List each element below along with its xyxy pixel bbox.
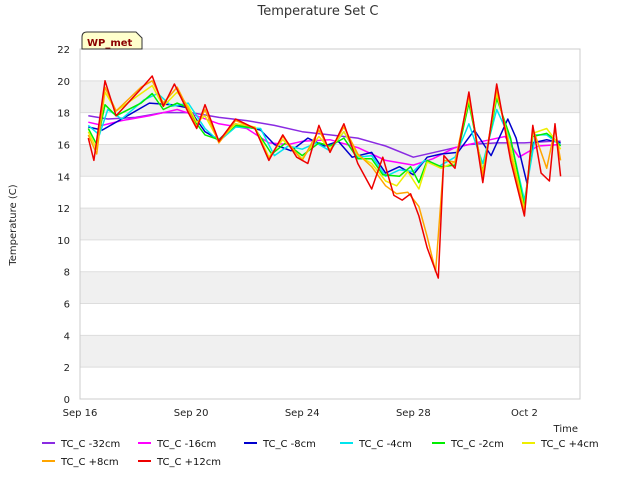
legend-label: TC_C -4cm bbox=[358, 439, 412, 450]
y-tick-label: 14 bbox=[57, 172, 70, 183]
legend-label: TC_C -8cm bbox=[262, 439, 316, 450]
legend-label: TC_C +12cm bbox=[156, 457, 221, 468]
y-axis-label: Temperature (C) bbox=[8, 184, 19, 266]
legend-label: TC_C +8cm bbox=[60, 457, 119, 468]
series-line-tc-c-12cm bbox=[87, 75, 562, 279]
legend-item: TC_C +8cm bbox=[42, 457, 119, 468]
legend-item: TC_C -8cm bbox=[244, 439, 316, 450]
y-tick-label: 22 bbox=[57, 45, 70, 56]
grid-band bbox=[80, 208, 580, 240]
x-tick-label: Sep 16 bbox=[63, 408, 98, 419]
y-tick-label: 16 bbox=[57, 140, 70, 151]
x-axis-label: Time bbox=[553, 424, 578, 435]
legend-label: TC_C -2cm bbox=[450, 439, 504, 450]
series-lines bbox=[87, 75, 562, 279]
badge-label: WP_met bbox=[87, 38, 133, 49]
grid-band bbox=[80, 335, 580, 368]
y-tick-label: 6 bbox=[64, 300, 70, 311]
y-tick-label: 2 bbox=[64, 363, 70, 374]
legend: TC_C -32cm TC_C -16cm TC_C -8cm TC_C -4cm TC… bbox=[42, 439, 599, 468]
x-tick-label: Oct 2 bbox=[511, 408, 538, 419]
legend-item: TC_C -2cm bbox=[432, 439, 504, 450]
y-axis-ticks: 0 2 4 6 8 10 12 14 16 18 20 22 bbox=[57, 45, 70, 406]
legend-label: TC_C -16cm bbox=[156, 439, 216, 450]
legend-item: TC_C -16cm bbox=[138, 439, 216, 450]
legend-label: TC_C -32cm bbox=[60, 439, 120, 450]
legend-item: TC_C -4cm bbox=[340, 439, 412, 450]
chart-title: Temperature Set C bbox=[256, 4, 378, 19]
y-tick-label: 18 bbox=[57, 109, 70, 120]
wp-met-badge: WP_met bbox=[81, 31, 143, 50]
plot-frame bbox=[79, 48, 581, 400]
legend-item: TC_C +4cm bbox=[522, 439, 599, 450]
legend-label: TC_C +4cm bbox=[540, 439, 599, 450]
y-tick-label: 20 bbox=[57, 77, 70, 88]
x-tick-label: Sep 20 bbox=[174, 408, 209, 419]
legend-item: TC_C +12cm bbox=[138, 457, 221, 468]
y-tick-label: 10 bbox=[57, 236, 70, 247]
y-tick-label: 4 bbox=[64, 331, 70, 342]
y-tick-label: 12 bbox=[57, 204, 70, 215]
legend-item: TC_C -32cm bbox=[42, 439, 120, 450]
grid-band bbox=[80, 271, 580, 304]
x-tick-label: Sep 28 bbox=[396, 408, 431, 419]
x-axis-ticks: Sep 16 Sep 20 Sep 24 Sep 28 Oct 2 bbox=[63, 408, 538, 419]
y-tick-label: 0 bbox=[64, 395, 70, 406]
y-tick-label: 8 bbox=[64, 268, 70, 279]
x-tick-label: Sep 24 bbox=[285, 408, 320, 419]
